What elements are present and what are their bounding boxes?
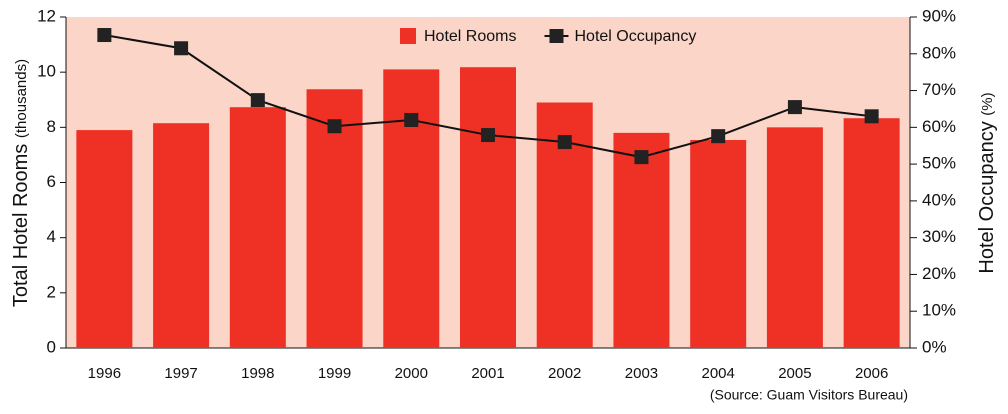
legend-swatch bbox=[400, 28, 416, 44]
y-tick-label: 12 bbox=[37, 6, 56, 25]
bar bbox=[843, 118, 900, 348]
line-marker bbox=[634, 150, 649, 165]
y2-axis-label: Hotel Occupancy (%) bbox=[976, 92, 998, 273]
x-tick-label: 2003 bbox=[625, 365, 658, 382]
y2-tick-label: 40% bbox=[922, 190, 956, 209]
y-axis-label: Total Hotel Rooms (thousands) bbox=[10, 59, 32, 307]
bar bbox=[690, 140, 747, 348]
y2-tick-label: 60% bbox=[922, 117, 956, 136]
legend-label: Hotel Rooms bbox=[424, 28, 516, 45]
x-tick-label: 1999 bbox=[318, 365, 351, 382]
y-tick-label: 2 bbox=[47, 282, 56, 301]
line-marker bbox=[174, 41, 189, 56]
bar bbox=[229, 107, 286, 348]
y2-axis-label-main: Hotel Occupancy bbox=[976, 121, 998, 273]
bar bbox=[613, 132, 670, 348]
source-note: (Source: Guam Visitors Bureau) bbox=[710, 387, 908, 403]
bar bbox=[76, 130, 133, 348]
x-tick-label: 2002 bbox=[548, 365, 581, 382]
y2-tick-label: 80% bbox=[922, 43, 956, 62]
bar bbox=[153, 123, 210, 348]
x-tick-label: 2004 bbox=[701, 365, 734, 382]
y-tick-label: 0 bbox=[47, 337, 56, 356]
x-tick-label: 2005 bbox=[778, 365, 811, 382]
line-marker bbox=[327, 119, 342, 134]
y-axis-label-main: Total Hotel Rooms bbox=[10, 144, 32, 307]
line-marker bbox=[557, 135, 572, 150]
bar bbox=[766, 127, 823, 348]
y2-tick-label: 70% bbox=[922, 80, 956, 99]
y-tick-label: 10 bbox=[37, 62, 56, 81]
legend-swatch-marker bbox=[549, 29, 564, 43]
bar bbox=[460, 67, 516, 349]
y-tick-label: 8 bbox=[47, 117, 56, 136]
y2-tick-label: 30% bbox=[922, 227, 956, 246]
line-marker bbox=[404, 112, 419, 127]
y2-tick-label: 90% bbox=[922, 6, 956, 25]
line-marker bbox=[711, 129, 726, 144]
x-tick-label: 1996 bbox=[88, 365, 121, 382]
x-tick-label: 2000 bbox=[395, 365, 428, 382]
y2-tick-label: 0% bbox=[922, 337, 947, 356]
y2-tick-label: 10% bbox=[922, 301, 956, 320]
line-marker bbox=[97, 28, 112, 43]
y2-tick-label: 50% bbox=[922, 154, 956, 173]
y2-tick-label: 20% bbox=[922, 264, 956, 283]
line-marker bbox=[481, 128, 495, 143]
line-marker bbox=[864, 109, 879, 124]
y-tick-label: 6 bbox=[47, 172, 56, 191]
x-tick-label: 1997 bbox=[164, 365, 197, 382]
y-axis-label-unit: (thousands) bbox=[13, 59, 30, 138]
bar bbox=[383, 69, 440, 349]
line-marker bbox=[250, 93, 265, 108]
x-tick-label: 2006 bbox=[855, 365, 888, 382]
line-marker bbox=[787, 100, 802, 115]
x-tick-label: 1998 bbox=[241, 365, 274, 382]
legend-label: Hotel Occupancy bbox=[574, 28, 696, 45]
y-tick-label: 4 bbox=[47, 227, 56, 246]
x-tick-label: 2001 bbox=[471, 365, 504, 382]
y2-axis-label-unit: (%) bbox=[979, 92, 996, 115]
